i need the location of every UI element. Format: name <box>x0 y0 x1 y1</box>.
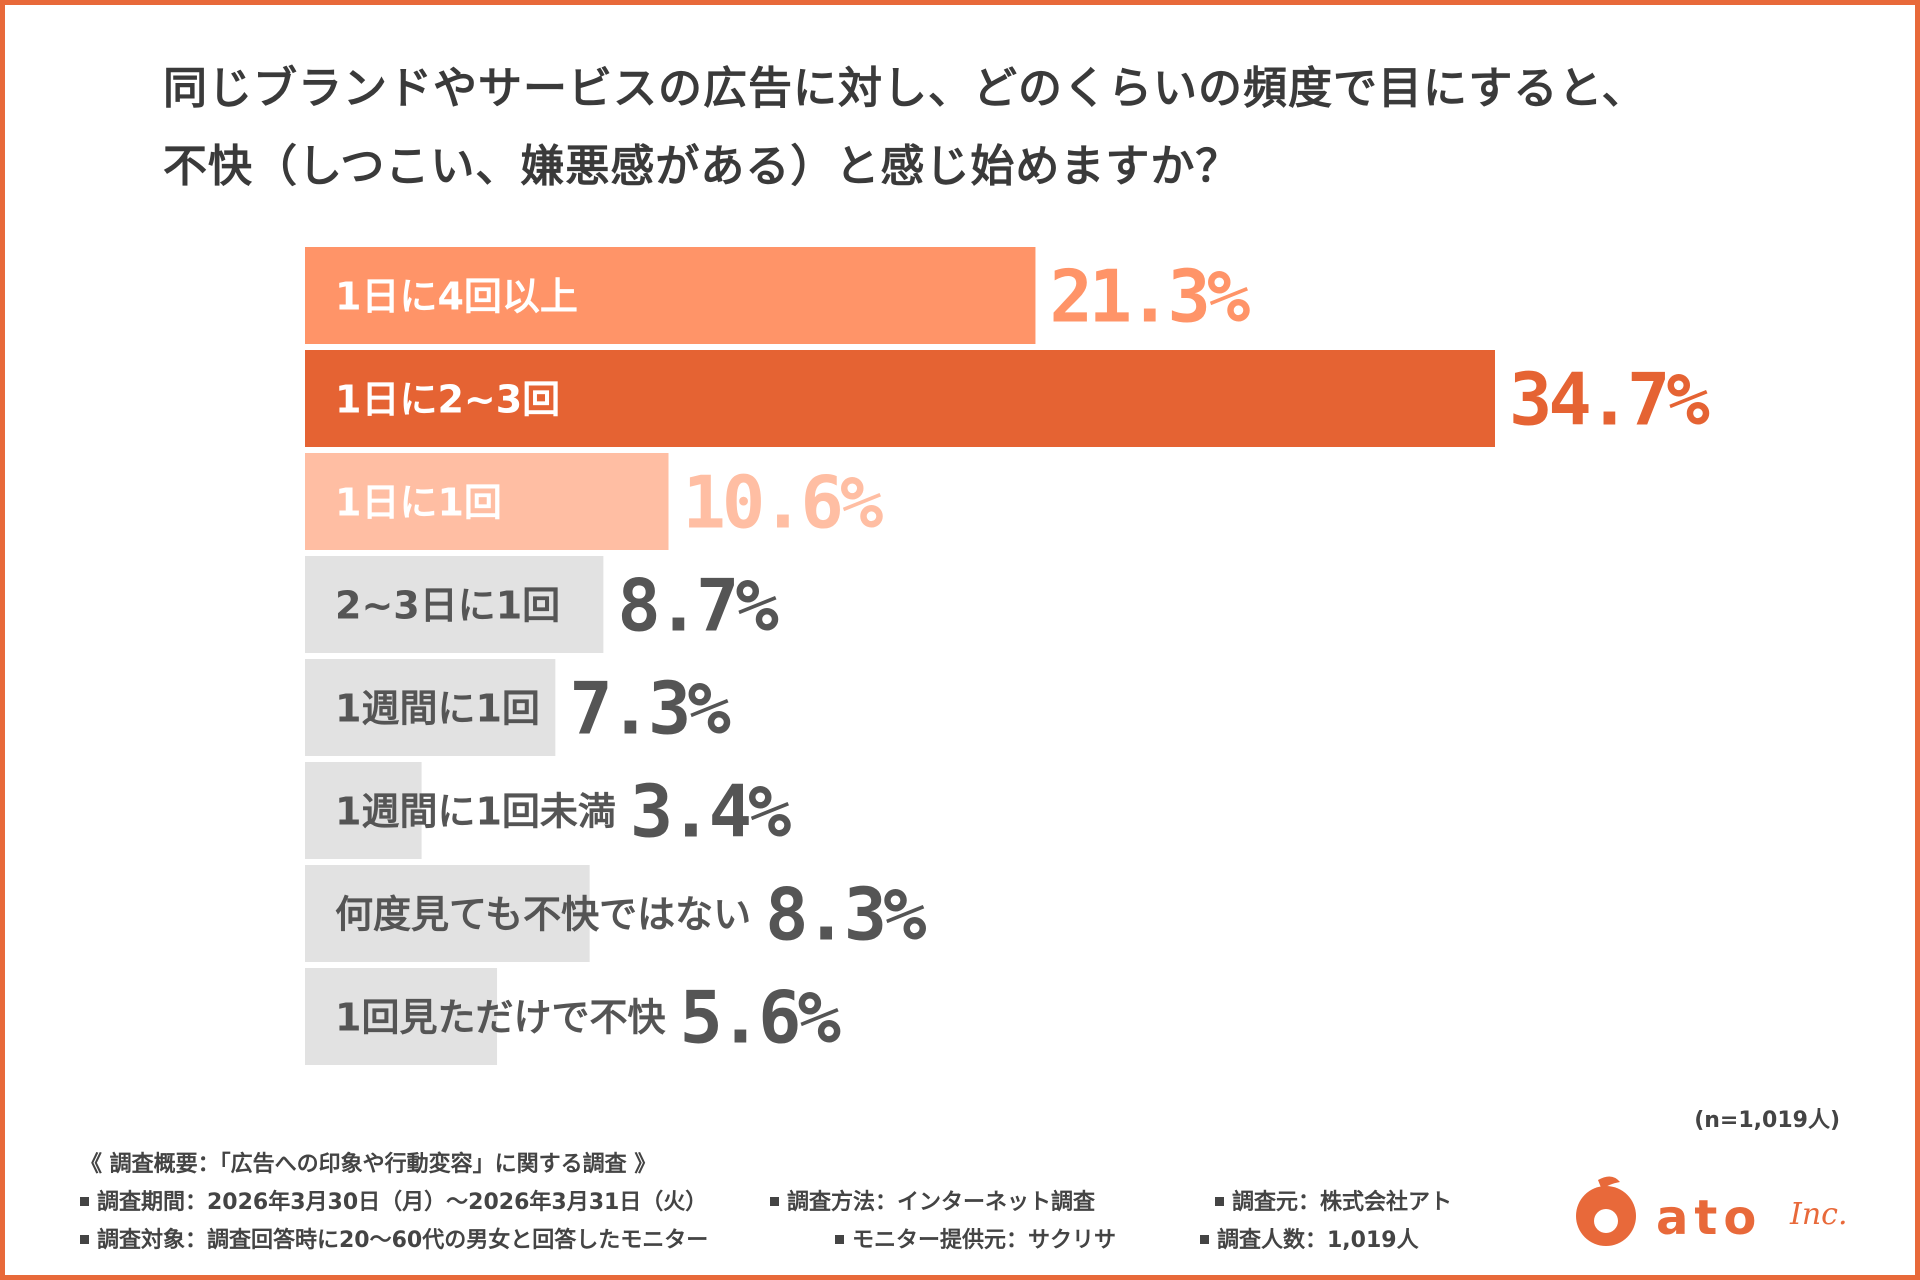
survey-provider-item: モニター提供元：サクリサ <box>835 1222 1116 1254</box>
survey-period-item: 調査期間：2026年3月30日（月）～2026年3月31日（火） <box>80 1184 707 1216</box>
category-label: 2~3日に1回 <box>335 584 560 628</box>
logo-inc-script: Inc. <box>1789 1197 1848 1232</box>
bullet-square-icon <box>835 1234 844 1244</box>
value-label: 8.3% <box>765 873 926 957</box>
bar <box>305 350 1495 447</box>
survey-provider: モニター提供元：サクリサ <box>852 1228 1117 1253</box>
bar-chart: 1日に4回以上 21.3% 1日に2~3回 34.7% 1日に1回 10.6% 2~3日に1… <box>305 247 1713 1065</box>
category-label: 1日に1回 <box>335 481 502 525</box>
bullet-square-icon <box>80 1234 89 1244</box>
survey-period: 調査期間：2026年3月30日（月）～2026年3月31日（火） <box>97 1190 708 1215</box>
value-label: 8.7% <box>617 564 778 648</box>
bar <box>305 453 669 550</box>
survey-source: 調査元：株式会社アト <box>1232 1190 1453 1215</box>
bullet-square-icon <box>1200 1234 1209 1244</box>
company-logo: ato Inc. <box>1576 1176 1848 1246</box>
survey-target: 調査対象：調査回答時に20～60代の男女と回答したモニター <box>97 1228 709 1253</box>
bar <box>305 659 556 756</box>
value-label: 5.6% <box>679 976 840 1060</box>
logo-wordmark: ato <box>1656 1190 1762 1246</box>
survey-count: 調査人数：1,019人 <box>1217 1228 1419 1253</box>
bullet-square-icon <box>1215 1196 1224 1206</box>
bar <box>305 865 590 962</box>
bullet-square-icon <box>770 1196 779 1206</box>
survey-heading: 《 調査概要：「広告への印象や行動変容」に関する調査 》 <box>80 1152 657 1177</box>
bar <box>305 247 1036 344</box>
survey-target-item: 調査対象：調査回答時に20～60代の男女と回答したモニター <box>80 1222 708 1254</box>
value-label: 21.3% <box>1049 255 1249 339</box>
chart-title: 同じブランドやサービスの広告に対し、どのくらいの頻度で目にすると、 不快（しつこ… <box>163 50 1823 206</box>
category-label: 1日に4回以上 <box>335 275 578 319</box>
survey-count-item: 調査人数：1,019人 <box>1200 1222 1419 1254</box>
bar <box>305 762 422 859</box>
value-label: 10.6% <box>683 461 883 545</box>
bar <box>305 556 604 653</box>
category-label: 1週間に1回 <box>335 687 540 731</box>
category-label: 1回見ただけで不快 <box>335 996 666 1040</box>
category-label: 1日に2~3回 <box>335 378 560 422</box>
bar <box>305 968 498 1065</box>
survey-summary: 《 調査概要：「広告への印象や行動変容」に関する調査 》 調査期間：2026年3… <box>80 1146 1480 1260</box>
survey-method-item: 調査方法：インターネット調査 <box>770 1184 1095 1216</box>
title-line-1: 同じブランドやサービスの広告に対し、どのくらいの頻度で目にすると、 <box>163 63 1647 114</box>
sample-size-note: (n=1,019人) <box>1694 1108 1840 1133</box>
title-line-2: 不快（しつこい、嫌悪感がある）と感じ始めますか？ <box>163 141 1241 192</box>
survey-source-item: 調査元：株式会社アト <box>1215 1184 1452 1216</box>
value-label: 34.7% <box>1509 358 1709 442</box>
category-label: 何度見ても不快ではない <box>335 893 751 937</box>
survey-method: 調査方法：インターネット調査 <box>787 1190 1096 1215</box>
value-label: 7.3% <box>569 667 730 751</box>
value-label: 3.4% <box>630 770 791 854</box>
bullet-square-icon <box>80 1196 89 1206</box>
category-label: 1週間に1回未満 <box>335 790 616 834</box>
